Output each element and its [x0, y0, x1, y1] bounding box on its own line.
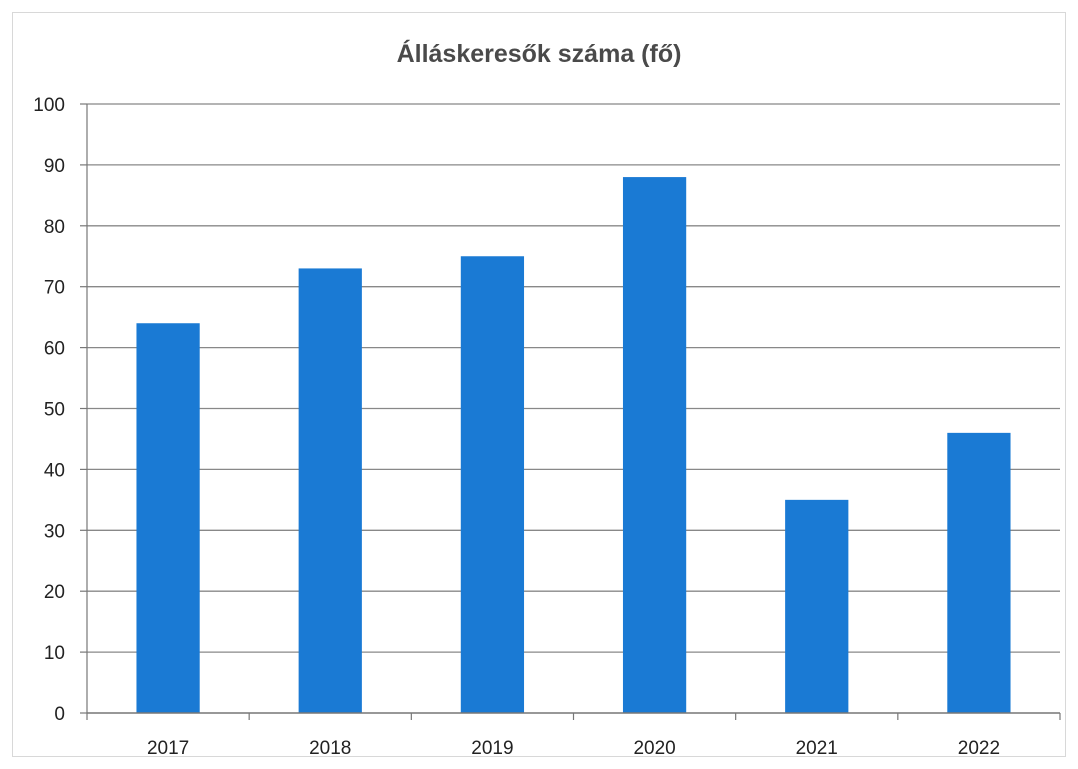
- x-tick-label: 2018: [309, 738, 351, 759]
- bar-2020: [622, 177, 687, 713]
- bar-2018: [298, 268, 362, 713]
- gridlines: [87, 103, 1060, 653]
- y-tick-label: 10: [44, 643, 65, 664]
- x-tick-label: 2019: [471, 738, 513, 759]
- y-tick-label: 100: [33, 95, 65, 116]
- x-tick-label: 2020: [633, 738, 675, 759]
- x-tick-label: 2021: [796, 738, 838, 759]
- bars: [136, 177, 1011, 713]
- bar-2019: [460, 256, 525, 713]
- y-tick-label: 50: [44, 400, 65, 421]
- axes: [80, 103, 1061, 720]
- y-tick-label: 80: [44, 217, 65, 238]
- y-tick-label: 30: [44, 521, 65, 542]
- y-tick-label: 90: [44, 156, 65, 177]
- y-tick-label: 60: [44, 339, 65, 360]
- y-tick-label: 0: [54, 704, 65, 725]
- x-tick-labels: 2017 2018 2019 2020 2021 2022: [147, 738, 1000, 759]
- y-tick-label: 70: [44, 278, 65, 299]
- bar-2017: [136, 323, 200, 713]
- y-tick-label: 20: [44, 582, 65, 603]
- chart-title: Álláskeresők száma (fő): [396, 40, 682, 68]
- x-tick-label: 2022: [958, 738, 1000, 759]
- bar-2021: [785, 499, 849, 713]
- y-tick-label: 40: [44, 460, 65, 481]
- bar-2022: [947, 432, 1011, 713]
- x-tick-label: 2017: [147, 738, 189, 759]
- y-tick-labels: 0 10 20 30 40 50 60 70 80 90 100: [33, 95, 65, 725]
